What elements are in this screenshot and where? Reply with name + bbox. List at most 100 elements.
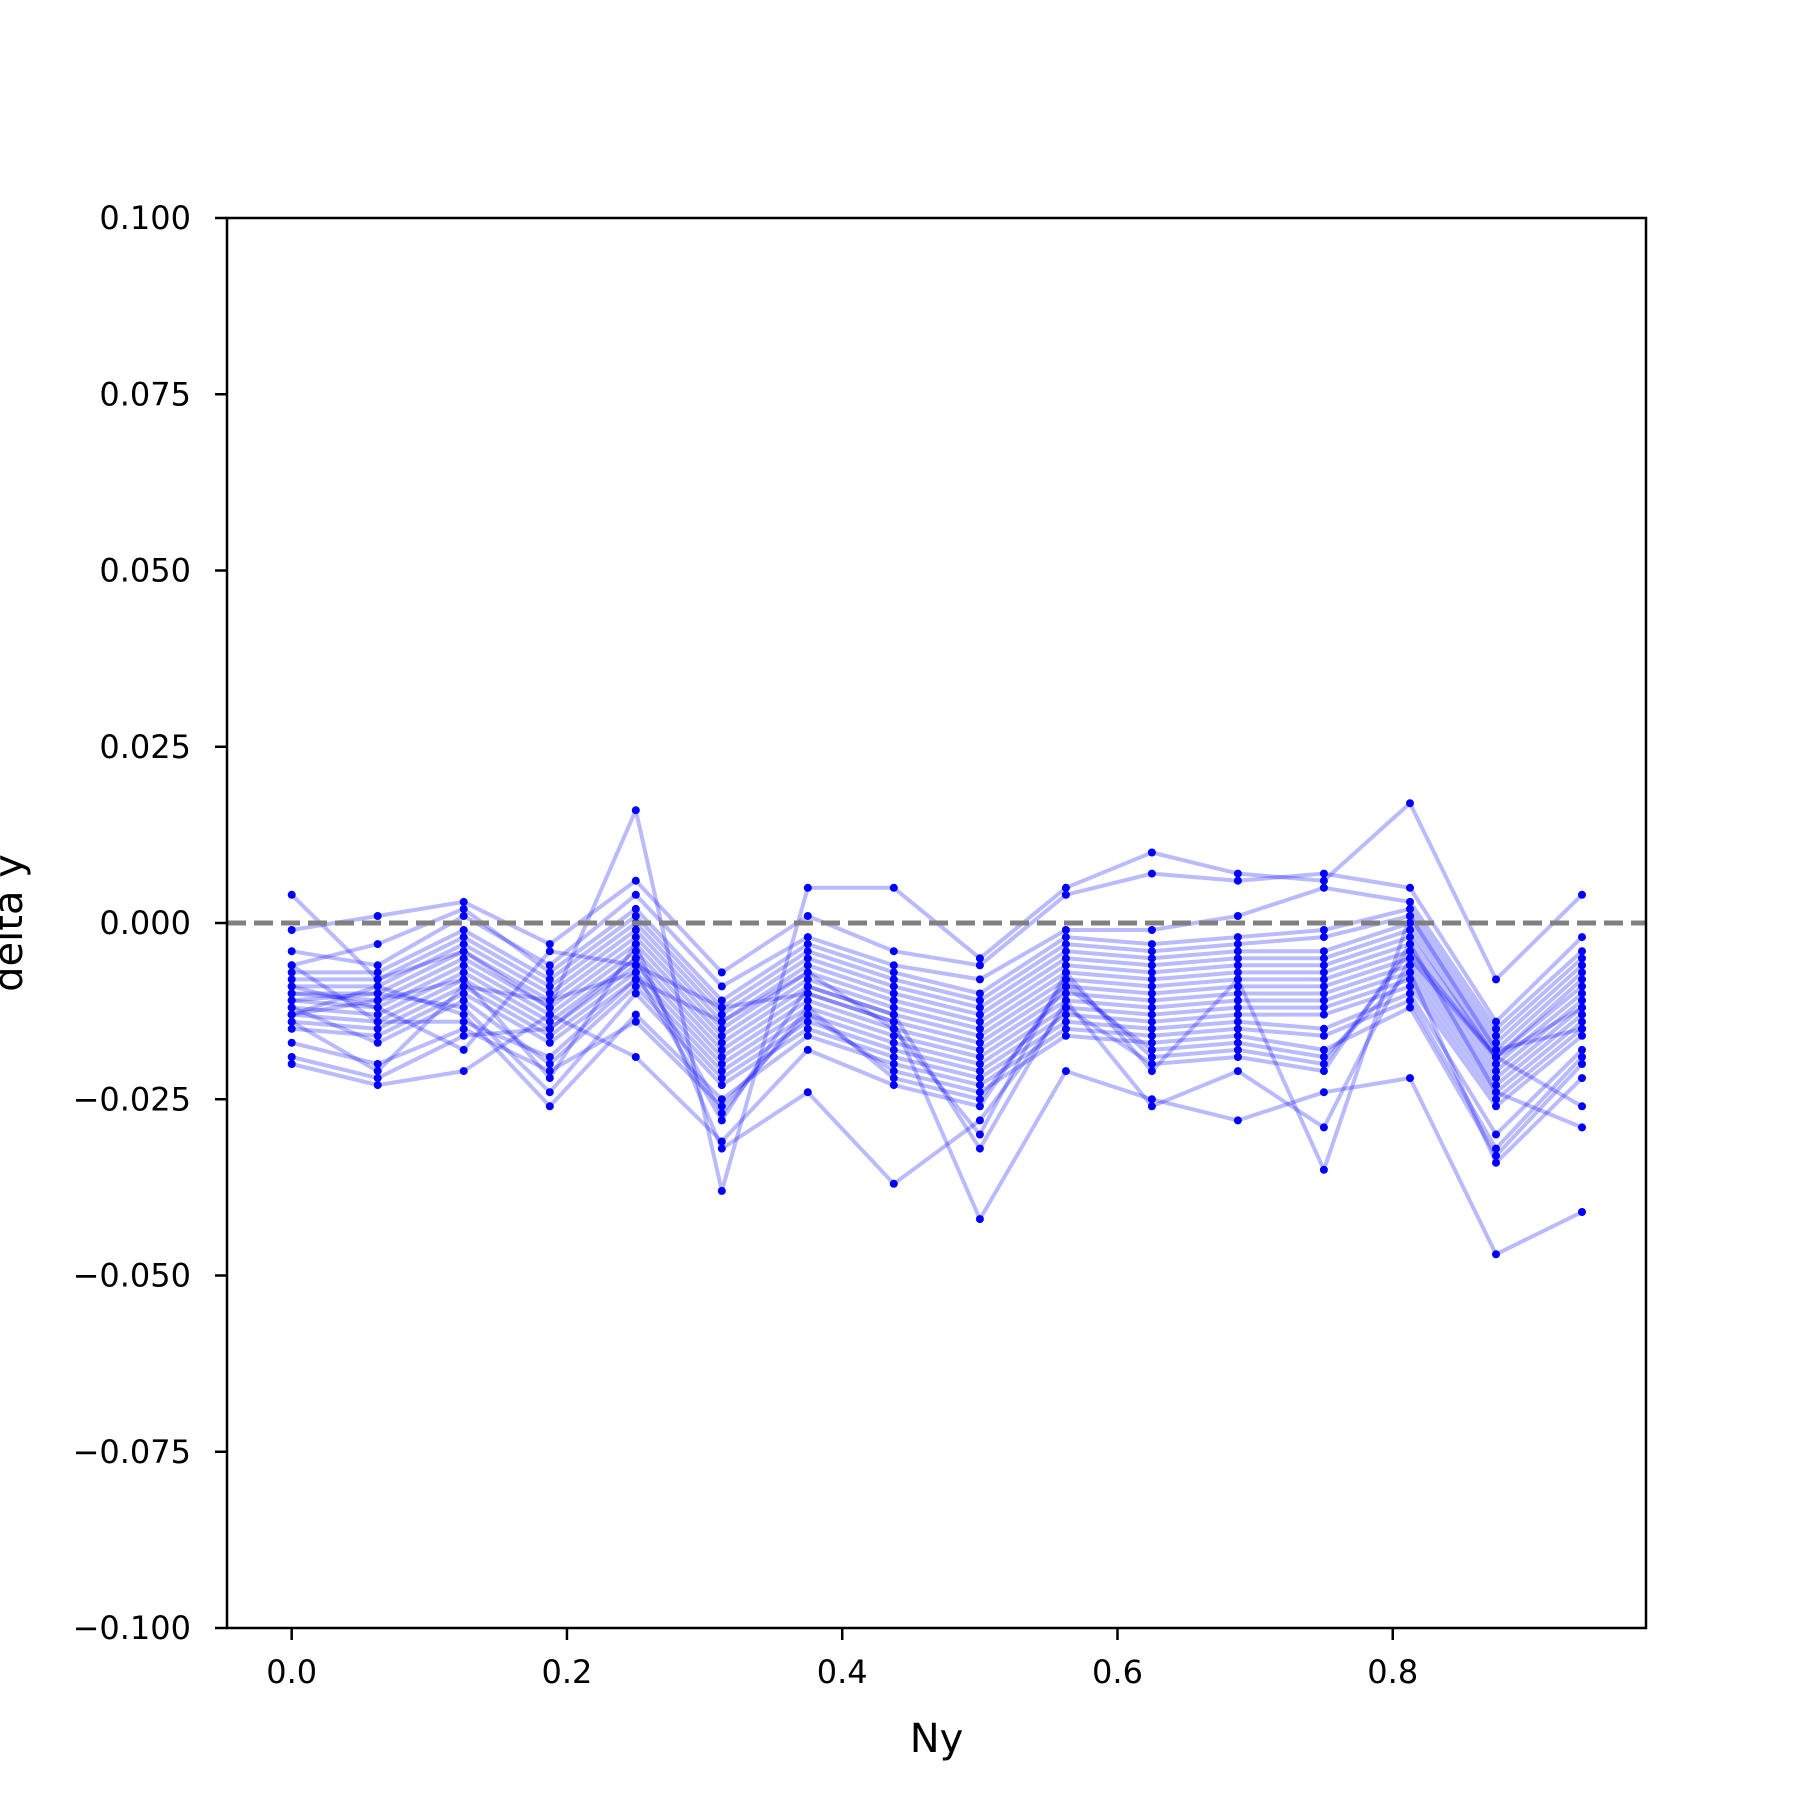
data-point bbox=[889, 1179, 898, 1188]
data-point bbox=[1061, 1010, 1070, 1019]
data-point bbox=[889, 1003, 898, 1012]
data-point bbox=[1233, 912, 1242, 920]
data-point bbox=[631, 904, 640, 913]
data-point bbox=[631, 1010, 640, 1019]
data-point bbox=[1061, 1003, 1070, 1012]
data-point bbox=[803, 933, 812, 942]
series-line-9 bbox=[291, 942, 1584, 1066]
data-point bbox=[1492, 1031, 1500, 1040]
data-point bbox=[1233, 1003, 1242, 1012]
data-point bbox=[373, 968, 382, 977]
data-point bbox=[889, 1074, 898, 1083]
data-point bbox=[1319, 883, 1328, 892]
data-point bbox=[1233, 1038, 1242, 1047]
data-point bbox=[1147, 1017, 1156, 1026]
data-point bbox=[1319, 933, 1328, 942]
data-point bbox=[1319, 1088, 1328, 1097]
data-point bbox=[1233, 876, 1242, 885]
data-point bbox=[1319, 1123, 1328, 1132]
data-point bbox=[975, 1102, 984, 1111]
data-point bbox=[717, 1074, 726, 1083]
data-point bbox=[459, 954, 468, 963]
data-point bbox=[459, 1024, 468, 1033]
data-point bbox=[631, 940, 640, 949]
data-point bbox=[1492, 1017, 1500, 1026]
data-point bbox=[1406, 940, 1414, 949]
data-point bbox=[1147, 975, 1156, 984]
data-point bbox=[717, 1038, 726, 1047]
data-point bbox=[975, 1045, 984, 1054]
data-point bbox=[287, 1003, 296, 1012]
x-tick-label: 0.0 bbox=[266, 1653, 317, 1691]
data-point bbox=[1578, 1102, 1586, 1111]
data-point bbox=[1061, 989, 1070, 998]
series-line-24 bbox=[290, 914, 1583, 1172]
data-point bbox=[889, 968, 898, 977]
data-point bbox=[287, 961, 296, 970]
data-point bbox=[1492, 1074, 1500, 1083]
data-point bbox=[1319, 869, 1328, 878]
data-point bbox=[1147, 940, 1156, 949]
data-point bbox=[975, 954, 984, 963]
data-point bbox=[545, 1088, 554, 1097]
data-point bbox=[803, 947, 812, 956]
data-point bbox=[459, 897, 468, 906]
data-point bbox=[373, 975, 382, 984]
data-point bbox=[889, 1081, 898, 1090]
data-point bbox=[1578, 1017, 1586, 1026]
data-point bbox=[373, 1074, 382, 1083]
data-point bbox=[975, 1215, 984, 1224]
data-point bbox=[1147, 982, 1156, 991]
data-point bbox=[631, 912, 640, 920]
data-point bbox=[1578, 996, 1586, 1005]
data-point bbox=[373, 1067, 382, 1076]
data-point bbox=[1319, 961, 1328, 970]
x-axis-ticks: 0.0 0.2 0.4 0.6 0.8 bbox=[266, 1628, 1418, 1691]
data-point bbox=[1406, 968, 1414, 977]
data-point bbox=[1406, 897, 1414, 906]
data-point bbox=[1406, 989, 1414, 998]
data-point bbox=[287, 996, 296, 1005]
data-point bbox=[1578, 1024, 1586, 1033]
data-point bbox=[1061, 1031, 1070, 1040]
data-point bbox=[1492, 1250, 1500, 1259]
data-point bbox=[1492, 1067, 1500, 1076]
data-point bbox=[545, 940, 554, 949]
data-point bbox=[545, 1067, 554, 1076]
data-point bbox=[975, 1067, 984, 1076]
data-point bbox=[1319, 1024, 1328, 1033]
data-point bbox=[889, 961, 898, 970]
data-point bbox=[373, 996, 382, 1005]
data-point bbox=[1061, 975, 1070, 984]
data-point bbox=[1406, 904, 1414, 913]
data-point bbox=[1061, 1067, 1070, 1076]
data-point bbox=[803, 1088, 812, 1097]
data-point bbox=[1492, 1130, 1500, 1139]
data-point bbox=[803, 1010, 812, 1019]
data-point bbox=[287, 968, 296, 977]
data-point bbox=[717, 1067, 726, 1076]
data-point bbox=[889, 982, 898, 991]
data-point bbox=[975, 1088, 984, 1097]
data-point bbox=[1406, 947, 1414, 956]
data-point bbox=[717, 1102, 726, 1111]
data-point bbox=[1406, 926, 1414, 934]
data-point bbox=[1147, 1102, 1156, 1111]
data-point bbox=[1406, 1074, 1414, 1083]
data-point bbox=[373, 940, 382, 949]
data-point bbox=[545, 1003, 554, 1012]
data-point bbox=[631, 1053, 640, 1061]
data-point bbox=[1578, 890, 1586, 899]
data-point bbox=[1492, 975, 1500, 984]
data-point bbox=[889, 1060, 898, 1068]
data-point bbox=[1319, 996, 1328, 1005]
data-point bbox=[1147, 926, 1156, 934]
data-point bbox=[975, 1095, 984, 1104]
data-point bbox=[1061, 968, 1070, 977]
series-line-8 bbox=[291, 935, 1584, 1059]
data-point bbox=[1406, 954, 1414, 963]
data-point bbox=[459, 1003, 468, 1012]
data-point bbox=[975, 1053, 984, 1061]
y-tick-label: 0.000 bbox=[99, 904, 191, 942]
